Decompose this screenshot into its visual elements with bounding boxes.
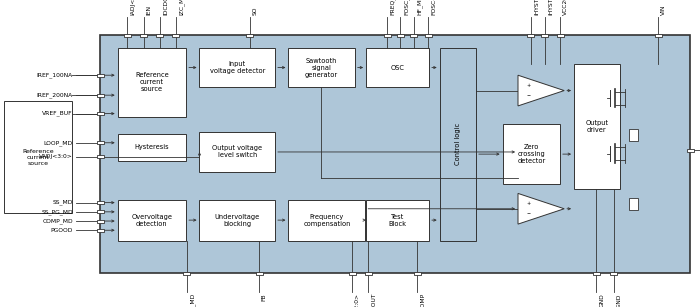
Text: FOSC_MD: FOSC_MD (403, 0, 409, 15)
Bar (256, 272, 262, 275)
Text: Output
driver: Output driver (585, 120, 608, 133)
Text: Control logic: Control logic (455, 123, 461, 165)
Bar (365, 272, 372, 275)
Bar (140, 34, 147, 37)
Text: iHYST_MD: iHYST_MD (533, 0, 539, 15)
Text: Overvoltage
detection: Overvoltage detection (132, 214, 172, 227)
Bar (288, 200, 365, 241)
Text: Zero
crossing
detector: Zero crossing detector (517, 144, 545, 164)
Bar (124, 34, 131, 37)
Bar (97, 155, 104, 158)
Bar (503, 124, 560, 184)
Bar (183, 272, 190, 275)
Text: VCC20: VCC20 (563, 0, 568, 15)
Bar (97, 220, 104, 223)
Text: ST<2:0>: ST<2:0> (355, 293, 360, 307)
Text: IREF_100NA: IREF_100NA (36, 72, 73, 78)
Bar (288, 48, 355, 87)
Bar (654, 34, 661, 37)
Bar (610, 272, 617, 275)
Text: Undervoltage
blocking: Undervoltage blocking (215, 214, 260, 227)
Bar (156, 34, 163, 37)
Bar (97, 141, 104, 144)
Text: UVLO_MD: UVLO_MD (190, 293, 195, 307)
Bar (629, 198, 638, 210)
Bar (118, 200, 186, 241)
Bar (629, 129, 638, 141)
Text: −: − (526, 212, 531, 217)
Text: −: − (526, 93, 531, 99)
Bar (199, 200, 275, 241)
Text: Sawtooth
signal
generator: Sawtooth signal generator (305, 57, 338, 78)
Text: +: + (526, 201, 531, 206)
Text: GND: GND (599, 293, 604, 307)
Bar (246, 34, 253, 37)
Bar (172, 34, 179, 37)
Bar (97, 94, 104, 97)
Bar (349, 272, 356, 275)
Text: IREF_200NA: IREF_200NA (36, 92, 73, 98)
Text: Input
voltage detector: Input voltage detector (209, 61, 265, 74)
Text: SS_MD: SS_MD (52, 200, 73, 205)
Polygon shape (518, 75, 564, 106)
Text: FREQ_MD: FREQ_MD (390, 0, 395, 15)
Bar (556, 34, 564, 37)
Text: Reference
current
source: Reference current source (22, 149, 54, 166)
Text: Frequency
compensation: Frequency compensation (303, 214, 351, 227)
Bar (97, 229, 104, 232)
Bar (199, 132, 275, 172)
Bar (414, 272, 421, 275)
Bar (100, 35, 690, 273)
Text: TEST_OUT: TEST_OUT (371, 293, 377, 307)
Bar (425, 34, 432, 37)
Bar (410, 34, 417, 37)
Bar (397, 34, 404, 37)
Text: IZC_MD: IZC_MD (178, 0, 184, 15)
Text: FCOMP: FCOMP (420, 293, 425, 307)
Text: IEN: IEN (146, 5, 151, 15)
Text: Reference
current
source: Reference current source (135, 72, 169, 92)
Bar (97, 112, 104, 115)
Bar (118, 134, 186, 161)
Bar (384, 34, 391, 37)
Bar (97, 210, 104, 213)
Bar (574, 64, 620, 189)
Text: IDCDC_MD: IDCDC_MD (162, 0, 168, 15)
Bar (97, 201, 104, 204)
Text: VIN: VIN (661, 5, 666, 15)
Text: OSC: OSC (391, 64, 405, 71)
Bar (118, 48, 186, 117)
Text: Test
Block: Test Block (389, 214, 407, 227)
Text: FOSC<2:0>: FOSC<2:0> (431, 0, 436, 15)
Bar (97, 74, 104, 77)
Text: VADJ<3:0>: VADJ<3:0> (39, 154, 73, 159)
Bar (541, 34, 548, 37)
Text: COMP_MD: COMP_MD (42, 218, 73, 224)
Bar (366, 200, 429, 241)
Bar (593, 272, 600, 275)
Bar (4, 101, 72, 213)
Text: +: + (526, 83, 531, 88)
Bar (527, 34, 534, 37)
Text: iHYST_MD: iHYST_MD (547, 0, 553, 15)
Bar (199, 48, 275, 87)
Text: FB: FB (262, 293, 267, 301)
Polygon shape (518, 193, 564, 224)
Text: PGND: PGND (617, 293, 622, 307)
Text: Output voltage
level switch: Output voltage level switch (212, 146, 262, 158)
Text: HF_MD: HF_MD (416, 0, 422, 15)
Bar (440, 48, 476, 241)
Text: SO: SO (253, 7, 258, 15)
Text: Hysteresis: Hysteresis (134, 144, 169, 150)
Bar (687, 149, 694, 152)
Text: PGOOD: PGOOD (50, 228, 73, 233)
Text: LOOP_MD: LOOP_MD (43, 140, 73, 146)
Text: VREF_BUF: VREF_BUF (42, 111, 73, 116)
Bar (366, 48, 429, 87)
Text: IADJ<1:0>: IADJ<1:0> (130, 0, 135, 15)
Text: SS_PG_MD: SS_PG_MD (41, 209, 73, 215)
